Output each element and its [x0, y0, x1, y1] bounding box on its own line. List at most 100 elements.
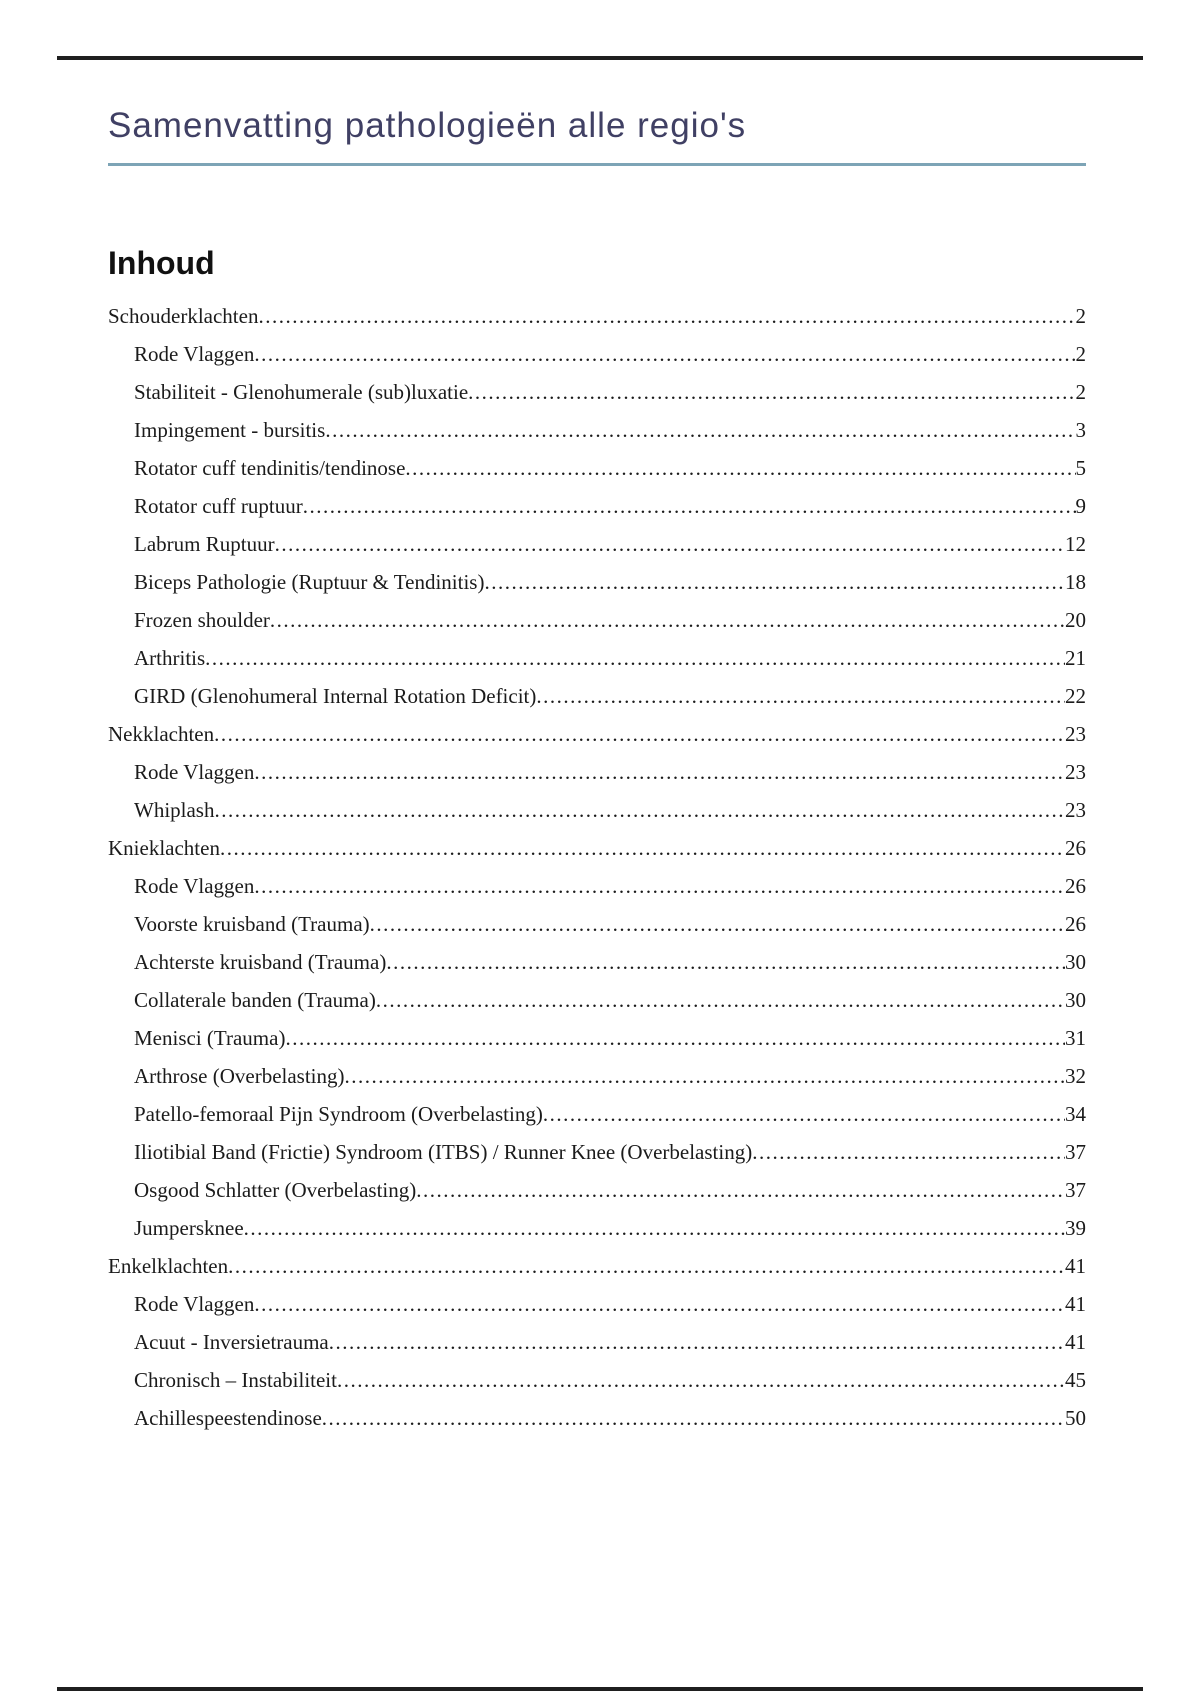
toc-page-number: 41 [1065, 1292, 1086, 1316]
toc-row[interactable]: Iliotibial Band (Frictie) Syndroom (ITBS… [108, 1133, 1086, 1171]
toc-leader-dots: ........................................… [254, 1292, 1065, 1316]
toc-page-number: 30 [1065, 988, 1086, 1012]
toc-page-number: 34 [1065, 1102, 1086, 1126]
toc-row[interactable]: Jumpersknee ............................… [108, 1209, 1086, 1247]
toc-entry-label: Rotator cuff ruptuur [134, 494, 303, 518]
toc-page-number: 23 [1065, 722, 1086, 746]
toc-leader-dots: ........................................… [484, 570, 1065, 594]
toc-row[interactable]: Whiplash ...............................… [108, 791, 1086, 829]
toc-row[interactable]: Arthrose (Overbelasting) ...............… [108, 1057, 1086, 1095]
toc-page-number: 2 [1075, 380, 1087, 404]
toc-entry-label: Whiplash [134, 798, 215, 822]
toc-page-number: 41 [1065, 1330, 1086, 1354]
toc-page-number: 30 [1065, 950, 1086, 974]
toc-row[interactable]: Rode Vlaggen ...........................… [108, 335, 1086, 373]
toc-entry-label: Rode Vlaggen [134, 342, 255, 366]
toc-row[interactable]: Voorste kruisband (Trauma) .............… [108, 905, 1086, 943]
toc-row[interactable]: Acuut - Inversietrauma .................… [108, 1323, 1086, 1361]
toc-row[interactable]: GIRD (Glenohumeral Internal Rotation Def… [108, 677, 1086, 715]
toc-heading: Inhoud [108, 245, 215, 281]
toc-leader-dots: ........................................… [228, 1254, 1065, 1278]
toc-leader-dots: ........................................… [269, 608, 1065, 632]
toc-row[interactable]: Rotator cuff tendinitis/tendinose ......… [108, 449, 1086, 487]
toc-entry-label: Rode Vlaggen [134, 874, 255, 898]
toc-row[interactable]: Labrum Ruptuur .........................… [108, 525, 1086, 563]
toc-leader-dots: ........................................… [375, 988, 1065, 1012]
toc-row[interactable]: Achterste kruisband (Trauma) ...........… [108, 943, 1086, 981]
toc-page-number: 23 [1065, 760, 1086, 784]
toc-row[interactable]: Rode Vlaggen ...........................… [108, 1285, 1086, 1323]
toc-entry-label: Schouderklachten [108, 304, 259, 328]
toc-row[interactable]: Schouderklachten .......................… [108, 297, 1086, 335]
toc-entry-label: Rotator cuff tendinitis/tendinose [134, 456, 406, 480]
toc-leader-dots: ........................................… [468, 380, 1076, 404]
toc-leader-dots: ........................................… [274, 532, 1065, 556]
toc-row[interactable]: Frozen shoulder ........................… [108, 601, 1086, 639]
toc-entry-label: Impingement - bursitis [134, 418, 326, 442]
toc-leader-dots: ........................................… [205, 646, 1065, 670]
toc-entry-label: Stabiliteit - Glenohumerale (sub)luxatie [134, 380, 469, 404]
toc-entry-label: Frozen shoulder [134, 608, 270, 632]
toc-row[interactable]: Impingement - bursitis .................… [108, 411, 1086, 449]
toc-page-number: 32 [1065, 1064, 1086, 1088]
toc-page-number: 39 [1065, 1216, 1086, 1240]
document-page: Samenvatting pathologieën alle regio's I… [108, 0, 1086, 1437]
toc-entry-label: Patello-femoraal Pijn Syndroom (Overbela… [134, 1102, 543, 1126]
toc-leader-dots: ........................................… [336, 1368, 1065, 1392]
toc-page-number: 2 [1075, 342, 1087, 366]
toc-entry-label: GIRD (Glenohumeral Internal Rotation Def… [134, 684, 537, 708]
toc-entry-label: Menisci (Trauma) [134, 1026, 286, 1050]
toc-row[interactable]: Collaterale banden (Trauma) ............… [108, 981, 1086, 1019]
toc-page-number: 2 [1075, 304, 1087, 328]
toc-row[interactable]: Enkelklachten ..........................… [108, 1247, 1086, 1285]
toc-page-number: 12 [1065, 532, 1086, 556]
toc-row[interactable]: Menisci (Trauma) .......................… [108, 1019, 1086, 1057]
toc-row[interactable]: Rotator cuff ruptuur ...................… [108, 487, 1086, 525]
toc-entry-label: Rode Vlaggen [134, 760, 255, 784]
toc-entry-label: Arthrose (Overbelasting) [134, 1064, 345, 1088]
toc-leader-dots: ........................................… [254, 874, 1065, 898]
toc-row[interactable]: Patello-femoraal Pijn Syndroom (Overbela… [108, 1095, 1086, 1133]
toc-entry-label: Chronisch – Instabiliteit [134, 1368, 337, 1392]
toc-entry-label: Achterste kruisband (Trauma) [134, 950, 387, 974]
toc-entry-label: Labrum Ruptuur [134, 532, 275, 556]
toc-page-number: 45 [1065, 1368, 1086, 1392]
top-border-rule [57, 56, 1143, 60]
toc-row[interactable]: Arthritis ..............................… [108, 639, 1086, 677]
toc-row[interactable]: Nekklachten ............................… [108, 715, 1086, 753]
toc-row[interactable]: Rode Vlaggen ...........................… [108, 867, 1086, 905]
toc-leader-dots: ........................................… [752, 1140, 1065, 1164]
toc-entry-label: Rode Vlaggen [134, 1292, 255, 1316]
toc-leader-dots: ........................................… [214, 722, 1065, 746]
toc-leader-dots: ........................................… [254, 342, 1075, 366]
toc-entry-label: Enkelklachten [108, 1254, 229, 1278]
toc-page-number: 37 [1065, 1140, 1086, 1164]
toc-leader-dots: ........................................… [344, 1064, 1065, 1088]
toc-leader-dots: ........................................… [285, 1026, 1065, 1050]
toc-row[interactable]: Knieklachten ...........................… [108, 829, 1086, 867]
toc-page-number: 22 [1065, 684, 1086, 708]
toc-row[interactable]: Achillespeestendinose ..................… [108, 1399, 1086, 1437]
toc-page-number: 31 [1065, 1026, 1086, 1050]
toc-leader-dots: ........................................… [369, 912, 1065, 936]
toc-row[interactable]: Osgood Schlatter (Overbelasting) .......… [108, 1171, 1086, 1209]
toc-entry-label: Voorste kruisband (Trauma) [134, 912, 370, 936]
toc-leader-dots: ........................................… [321, 1406, 1065, 1430]
toc-leader-dots: ........................................… [214, 798, 1065, 822]
toc-leader-dots: ........................................… [536, 684, 1065, 708]
toc-page-number: 50 [1065, 1406, 1086, 1430]
toc-entry-label: Acuut - Inversietrauma [134, 1330, 329, 1354]
toc-entry-label: Knieklachten [108, 836, 220, 860]
toc-entry-label: Biceps Pathologie (Ruptuur & Tendinitis) [134, 570, 485, 594]
toc-page-number: 20 [1065, 608, 1086, 632]
toc-leader-dots: ........................................… [258, 304, 1076, 328]
toc-leader-dots: ........................................… [405, 456, 1075, 480]
toc-row[interactable]: Stabiliteit - Glenohumerale (sub)luxatie… [108, 373, 1086, 411]
toc-row[interactable]: Chronisch – Instabiliteit ..............… [108, 1361, 1086, 1399]
toc-entry-label: Jumpersknee [134, 1216, 244, 1240]
toc-leader-dots: ........................................… [243, 1216, 1065, 1240]
toc-row[interactable]: Biceps Pathologie (Ruptuur & Tendinitis)… [108, 563, 1086, 601]
toc-leader-dots: ........................................… [416, 1178, 1065, 1202]
toc-row[interactable]: Rode Vlaggen ...........................… [108, 753, 1086, 791]
document-title: Samenvatting pathologieën alle regio's [108, 104, 1086, 166]
